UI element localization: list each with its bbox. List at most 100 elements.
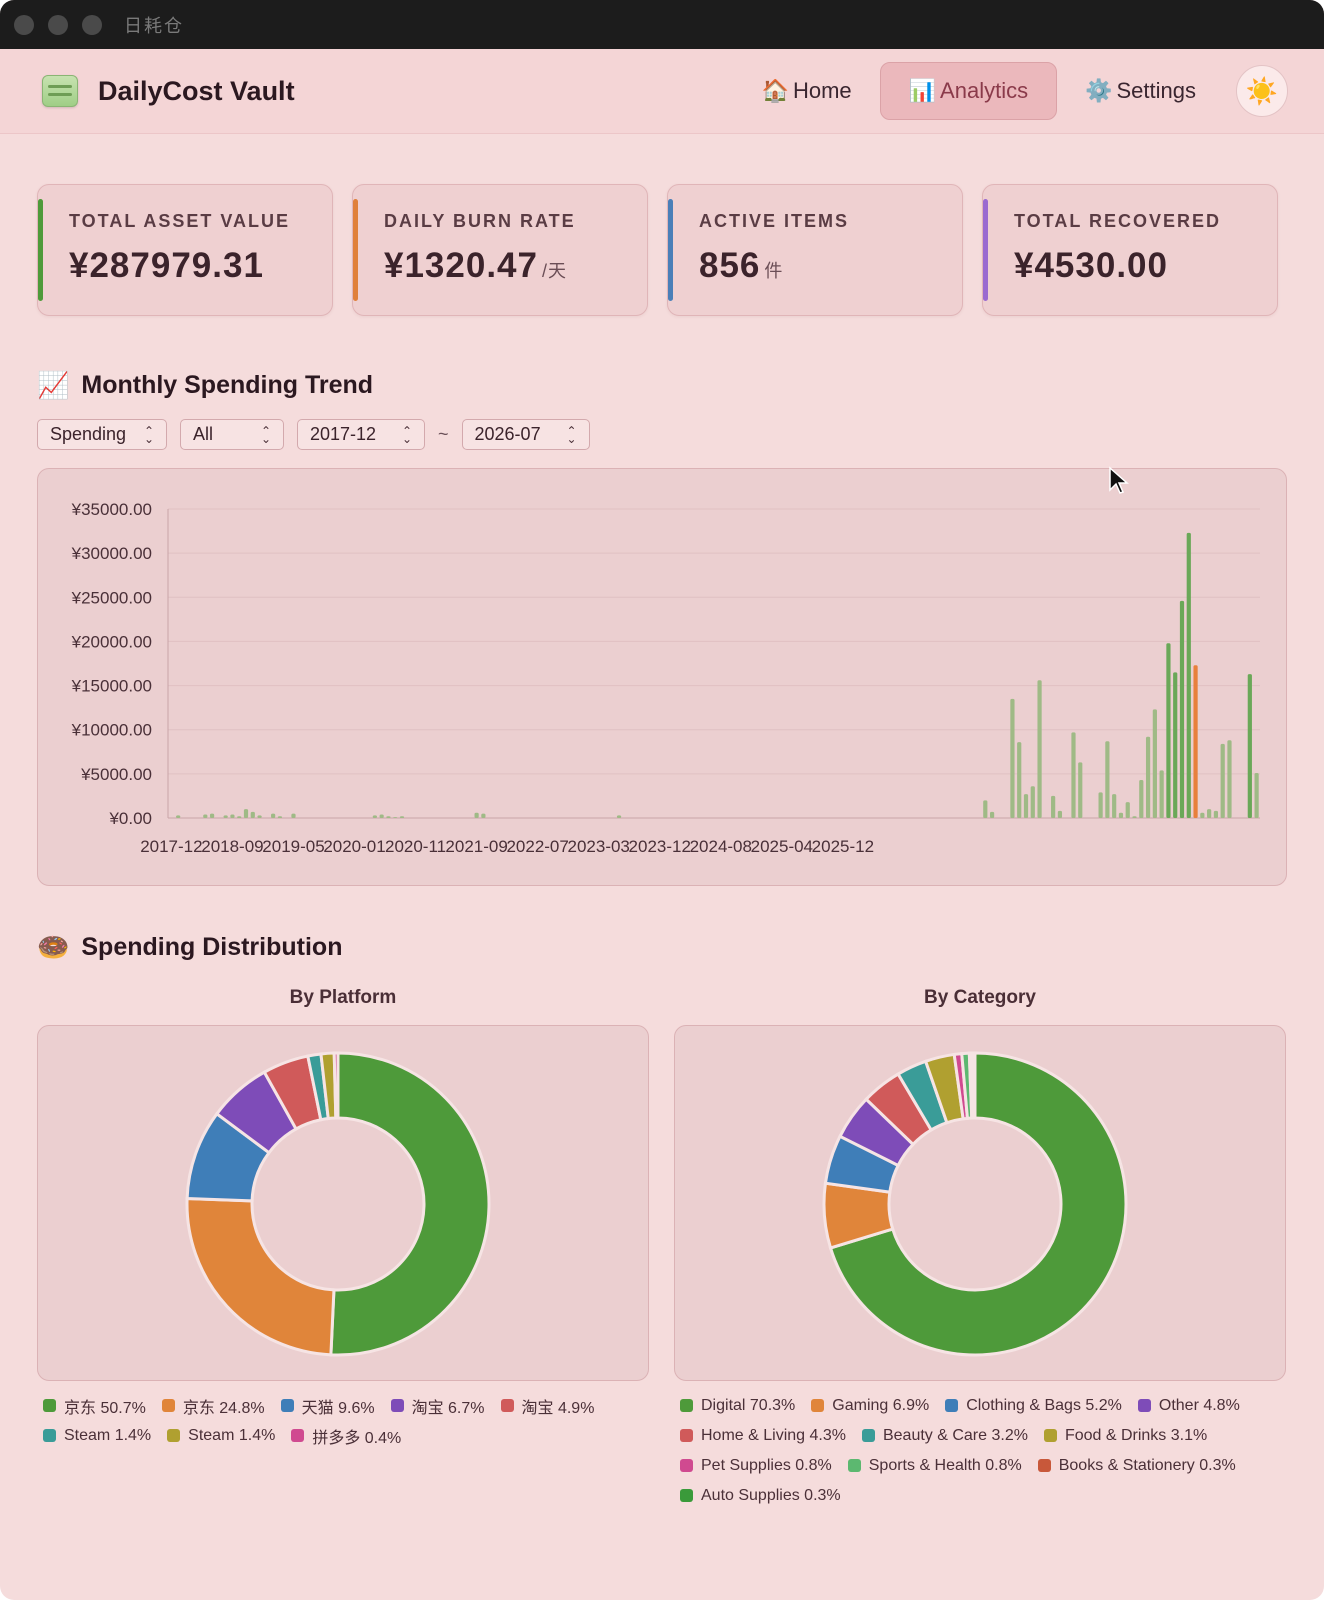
legend-item[interactable]: 京东 24.8%	[161, 1395, 265, 1417]
legend-item[interactable]: Home & Living 4.3%	[680, 1425, 846, 1446]
trend-bar-chart[interactable]: ¥0.00 ¥5000.00 ¥10000.00 ¥15000.00 ¥20000.00…	[38, 469, 1288, 887]
theme-toggle-button[interactable]: ☀️	[1236, 65, 1288, 117]
trend-bar[interactable]	[257, 815, 262, 818]
legend-label: Books & Stationery 0.3%	[1058, 1456, 1236, 1474]
legend-item[interactable]: 拼多多 0.4%	[291, 1425, 401, 1447]
donut-slice[interactable]	[329, 1051, 491, 1357]
minimize-window-button[interactable]	[48, 14, 68, 35]
trend-bar[interactable]	[1112, 794, 1117, 818]
legend-item[interactable]: Gaming 6.9%	[811, 1395, 929, 1416]
trend-bar[interactable]	[1118, 812, 1124, 818]
donut-slice[interactable]	[828, 1051, 1128, 1357]
y-tick-label: ¥15000.00	[71, 677, 152, 696]
legend-item[interactable]: Digital 70.3%	[680, 1395, 795, 1416]
legend-item[interactable]: Food & Drinks 3.1%	[1043, 1425, 1207, 1446]
legend-item[interactable]: Clothing & Bags 5.2%	[945, 1395, 1122, 1416]
trend-bar[interactable]	[1213, 810, 1219, 818]
trend-bar[interactable]	[1152, 709, 1157, 818]
trend-bar[interactable]	[209, 813, 215, 818]
donut-slice[interactable]	[332, 1051, 340, 1120]
legend-label: 京东 24.8%	[182, 1399, 265, 1417]
legend-item[interactable]: Other 4.8%	[1137, 1395, 1240, 1416]
trend-bar[interactable]	[1193, 665, 1198, 818]
trend-bar[interactable]	[1139, 780, 1144, 818]
stat-number: ¥287979.31	[69, 246, 264, 285]
trend-bar[interactable]	[243, 809, 249, 818]
trend-bar[interactable]	[379, 814, 384, 818]
trend-bar[interactable]	[989, 811, 995, 818]
trend-bar[interactable]	[616, 815, 622, 818]
trend-bar[interactable]	[474, 812, 479, 818]
trend-bar[interactable]	[1220, 743, 1225, 818]
trend-bar[interactable]	[1227, 740, 1232, 818]
category-donut-chart[interactable]	[675, 1026, 1287, 1382]
trend-bar[interactable]	[223, 815, 228, 818]
nav-home-button[interactable]: 🏠 Home	[734, 63, 880, 119]
metric-select[interactable]: Spending ⌃ ⌄	[37, 419, 167, 450]
trend-bar[interactable]	[1173, 672, 1178, 818]
nav-analytics-button[interactable]: 📊 Analytics	[879, 62, 1058, 120]
trend-bar[interactable]	[1166, 643, 1171, 818]
legend-item[interactable]: Sports & Health 0.8%	[847, 1455, 1022, 1476]
legend-item[interactable]: Auto Supplies 0.3%	[680, 1485, 841, 1506]
trend-bar[interactable]	[372, 815, 377, 818]
trend-bar[interactable]	[1200, 812, 1205, 818]
donut-slice[interactable]	[185, 1196, 336, 1357]
trend-bar[interactable]	[1017, 742, 1022, 818]
platform-select[interactable]: All ⌃ ⌄	[180, 419, 284, 450]
end-month-select[interactable]: 2026-07 ⌃ ⌄	[461, 419, 590, 450]
trend-bar[interactable]	[1145, 736, 1151, 818]
legend-item[interactable]: Pet Supplies 0.8%	[680, 1455, 832, 1476]
legend-item[interactable]: Books & Stationery 0.3%	[1037, 1455, 1236, 1476]
legend-item[interactable]: Steam 1.4%	[43, 1425, 151, 1446]
legend-item[interactable]: 天猫 9.6%	[280, 1395, 375, 1417]
trend-bar[interactable]	[1057, 810, 1063, 818]
close-window-button[interactable]	[14, 14, 34, 35]
category-chart-column: By Category Digital 70.3% Gaming 6.9% Clot…	[674, 987, 1286, 1506]
trend-bar[interactable]	[1159, 770, 1164, 818]
trend-bar[interactable]	[1030, 786, 1035, 818]
trend-bar[interactable]	[481, 813, 486, 818]
zoom-window-button[interactable]	[82, 14, 102, 35]
trend-bar[interactable]	[203, 814, 208, 818]
trend-bar[interactable]	[1132, 816, 1137, 818]
trend-bar[interactable]	[277, 816, 283, 818]
trend-bar[interactable]	[250, 811, 255, 818]
trend-bar[interactable]	[230, 814, 235, 818]
trend-bar[interactable]	[1125, 802, 1130, 818]
trend-bar[interactable]	[1051, 795, 1056, 818]
trend-bar[interactable]	[1207, 809, 1212, 818]
trend-bar[interactable]	[1071, 732, 1076, 818]
x-tick-label: 2018-09	[201, 837, 263, 856]
legend-item[interactable]: Beauty & Care 3.2%	[861, 1425, 1028, 1446]
legend-item[interactable]: 京东 50.7%	[43, 1395, 146, 1417]
start-month-select[interactable]: 2017-12 ⌃ ⌄	[297, 419, 425, 450]
trend-bar[interactable]	[1186, 532, 1191, 818]
trend-bar[interactable]	[399, 816, 405, 818]
trend-bar[interactable]	[983, 800, 988, 818]
trend-bar[interactable]	[386, 816, 391, 818]
stat-label: ACTIVE ITEMS	[699, 211, 850, 231]
trend-bar[interactable]	[1179, 600, 1185, 818]
trend-bar[interactable]	[291, 813, 296, 818]
donut-slice[interactable]	[970, 1051, 977, 1120]
mouse-pointer-icon	[1109, 466, 1129, 494]
trend-bar[interactable]	[271, 813, 276, 818]
trend-bar[interactable]	[176, 815, 181, 818]
trend-bar[interactable]	[1023, 794, 1029, 818]
trend-bar[interactable]	[1254, 772, 1259, 818]
nav-settings-button[interactable]: ⚙️ Settings	[1057, 63, 1224, 119]
legend-item[interactable]: Steam 1.4%	[167, 1425, 275, 1446]
platform-donut-chart[interactable]	[38, 1026, 650, 1382]
trend-bar[interactable]	[1247, 674, 1252, 818]
trend-bar[interactable]	[393, 817, 398, 818]
trend-bar[interactable]	[1098, 792, 1103, 818]
trend-bar[interactable]	[1010, 698, 1015, 818]
legend-item[interactable]: 淘宝 4.9%	[500, 1395, 594, 1417]
trend-bar[interactable]	[1037, 680, 1042, 818]
legend-item[interactable]: 淘宝 6.7%	[390, 1395, 485, 1417]
trend-bar[interactable]	[1105, 741, 1110, 818]
trend-bar[interactable]	[1078, 762, 1083, 818]
trend-bar[interactable]	[237, 816, 242, 818]
stat-label: DAILY BURN RATE	[384, 211, 576, 231]
